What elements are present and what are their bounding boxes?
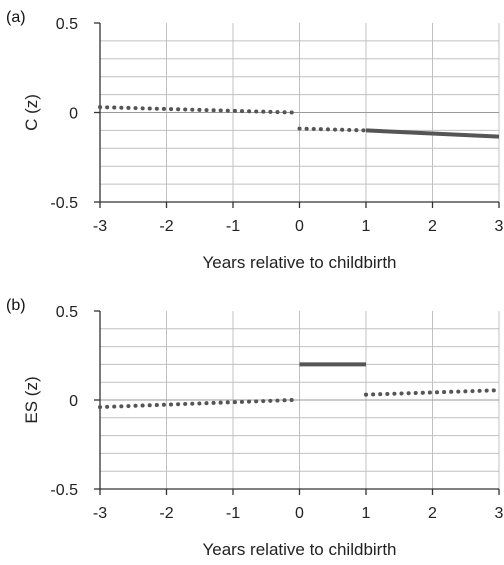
series-line-dotted [297, 126, 368, 133]
y-axis-label: ES (z) [22, 376, 41, 423]
x-axis-label: Years relative to childbirth [202, 253, 396, 272]
x-tick-label: 0 [295, 218, 304, 235]
x-tick-label: 2 [428, 505, 437, 522]
y-tick-label: 0 [69, 393, 78, 410]
y-tick-label: 0 [69, 106, 78, 123]
x-tick-label: -3 [93, 505, 107, 522]
x-axis-label: Years relative to childbirth [202, 540, 396, 559]
x-tick-label: -1 [226, 218, 240, 235]
chart-panel-b: -0.5 0 0.5 -3 -2 -1 0 1 2 3 Years relative to chil… [6, 297, 504, 559]
x-tick-label: -2 [159, 505, 173, 522]
panel-label: (b) [6, 297, 26, 314]
x-tick-label: 0 [295, 505, 304, 522]
y-tick-label: 0.5 [56, 304, 78, 321]
series-line-dotted [364, 388, 501, 397]
series-line-solid [365, 128, 500, 139]
series-line-dotted [98, 398, 295, 410]
x-tick-label: -3 [93, 218, 107, 235]
x-tick-label: 2 [428, 218, 437, 235]
panel-label: (a) [6, 9, 26, 26]
y-tick-label: -0.5 [50, 195, 78, 212]
x-tick-label: -1 [226, 505, 240, 522]
y-tick-label: 0.5 [56, 16, 78, 33]
x-tick-label: 1 [362, 505, 371, 522]
x-tick-label: 1 [362, 218, 371, 235]
series-line-dotted [98, 105, 295, 115]
x-tick-label: 3 [495, 218, 504, 235]
y-tick-label: -0.5 [50, 482, 78, 499]
y-axis-label: C (z) [22, 94, 41, 131]
chart-panel-a: -0.5 0 0.5 -3 -2 -1 0 1 2 3 Years relative to chil… [6, 9, 504, 272]
x-tick-label: 3 [495, 505, 504, 522]
x-tick-label: -2 [159, 218, 173, 235]
